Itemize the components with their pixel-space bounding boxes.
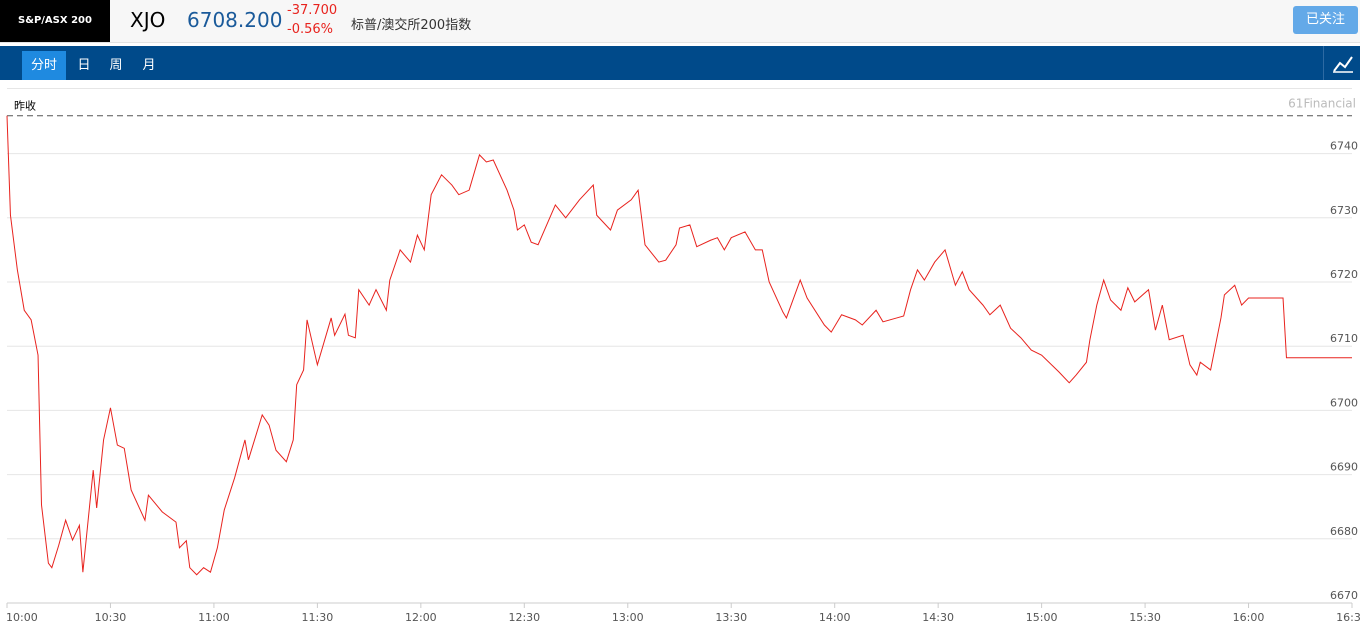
x-tick-label: 13:30 [715, 611, 747, 624]
x-tick-label: 11:30 [302, 611, 334, 624]
x-tick-label: 14:00 [819, 611, 851, 624]
y-tick-label: 6740 [1330, 140, 1358, 153]
price: 6708.200 [187, 8, 283, 32]
tab[interactable]: 分时 [22, 51, 66, 80]
x-tick-label: 15:30 [1129, 611, 1161, 624]
y-tick-label: 6700 [1330, 396, 1358, 409]
symbol: XJO [130, 8, 166, 32]
header: S&P/ASX 200 XJO 6708.200 -37.700 -0.56% … [0, 0, 1360, 43]
x-tick-label: 13:00 [612, 611, 644, 624]
index-name: 标普/澳交所200指数 [351, 18, 472, 33]
icon-graphic [1333, 56, 1353, 73]
follow-button[interactable]: 已关注 [1293, 6, 1358, 34]
y-tick-label: 6670 [1330, 589, 1358, 602]
watermark: 61Financial [1288, 97, 1356, 111]
tab-bar: 分时 日 周 月 [0, 46, 1360, 80]
x-tick-label: 16:00 [1233, 611, 1265, 624]
x-tick-label: 14:30 [922, 611, 954, 624]
x-tick-label: 12:30 [508, 611, 540, 624]
icon-line [1333, 56, 1353, 72]
change-pct: -0.56% [287, 22, 333, 37]
x-tick-label: 16:30 [1336, 611, 1360, 624]
y-tick-label: 6720 [1330, 268, 1358, 281]
x-tick-label: 10:30 [95, 611, 127, 624]
chart: 61Financial 6670 6680 6690 6700 6710 6720 6730… [6, 88, 1360, 624]
change: -37.700 [287, 3, 338, 18]
x-tick-label: 11:00 [198, 611, 230, 624]
prev-close-label: 昨收 [14, 99, 36, 113]
chart-icon[interactable] [1323, 46, 1360, 80]
y-tick-label: 6730 [1330, 204, 1358, 217]
tab[interactable]: 日 [77, 58, 91, 73]
price-line [6, 115, 1352, 576]
tab[interactable]: 周 [109, 58, 123, 73]
x-tick-label: 10:00 [6, 611, 38, 624]
tab[interactable]: 月 [142, 58, 156, 73]
index-label: S&P/ASX 200 [0, 0, 110, 42]
x-tick-label: 12:00 [405, 611, 437, 624]
y-tick-label: 6710 [1330, 332, 1358, 345]
y-tick-label: 6690 [1330, 461, 1358, 474]
y-tick-label: 6680 [1330, 525, 1358, 538]
x-tick-label: 15:00 [1026, 611, 1058, 624]
